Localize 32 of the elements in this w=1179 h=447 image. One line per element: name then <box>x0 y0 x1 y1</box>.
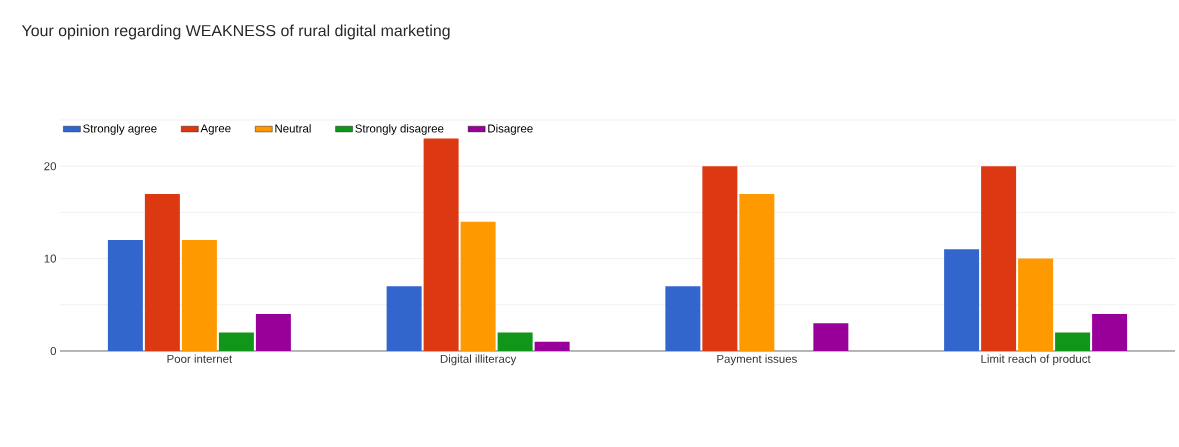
bar <box>460 221 496 351</box>
bar <box>665 286 701 351</box>
bar <box>944 249 980 351</box>
y-tick-label: 0 <box>50 346 57 356</box>
legend-label: Neutral <box>275 124 311 133</box>
bar <box>1092 314 1128 351</box>
x-tick-label: Poor internet <box>167 354 233 363</box>
legend-label: Strongly disagree <box>355 124 444 135</box>
y-tick-label: 10 <box>44 254 57 263</box>
bar <box>107 240 143 351</box>
bar <box>1055 332 1091 351</box>
bar <box>813 323 849 351</box>
x-tick-label: Digital illiteracy <box>440 354 517 366</box>
bar <box>1018 258 1054 351</box>
bar <box>739 193 775 351</box>
bar <box>702 166 738 351</box>
legend-label: Agree <box>200 124 231 135</box>
bar <box>497 332 533 351</box>
legend-label: Strongly agree <box>83 124 157 135</box>
bar <box>181 240 217 351</box>
chart-title: Your opinion regarding WEAKNESS of rural digital marketing <box>21 24 450 40</box>
bar <box>386 286 422 351</box>
bar <box>144 193 180 351</box>
bar <box>981 166 1017 351</box>
bar <box>255 314 291 351</box>
x-tick-label: Limit reach of product <box>981 354 1091 366</box>
legend-label: Disagree <box>488 124 533 135</box>
bar <box>218 332 254 351</box>
bar <box>423 138 459 351</box>
y-tick-label: 20 <box>44 162 57 171</box>
bar <box>534 341 570 351</box>
x-tick-label: Payment issues <box>717 354 797 366</box>
